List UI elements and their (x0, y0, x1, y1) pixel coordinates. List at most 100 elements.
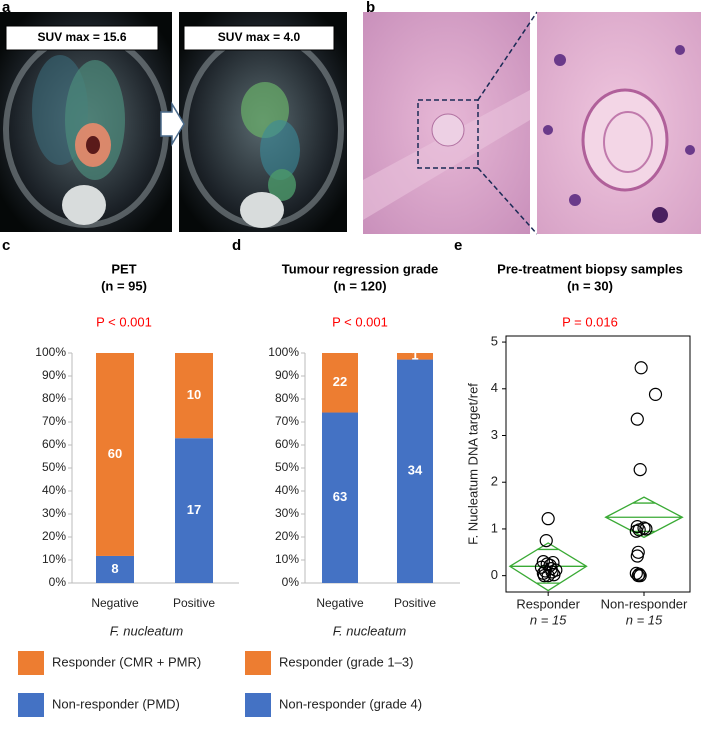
panel-label: c (2, 237, 10, 254)
y-tick-label: 50% (42, 460, 66, 474)
x-tick-label: Positive (173, 596, 215, 610)
p-value: P = 0.016 (562, 314, 618, 329)
data-point (632, 567, 646, 581)
data-point (539, 534, 553, 548)
chart-subtitle: (n = 120) (333, 278, 386, 293)
data-point (629, 524, 643, 538)
histology-image-low (363, 11, 538, 235)
p-value: P < 0.001 (96, 314, 152, 329)
y-tick-label: 4 (491, 380, 498, 395)
y-tick-label: 70% (42, 414, 66, 428)
bar-segment (175, 438, 213, 583)
mean-diamond (604, 496, 684, 539)
legend-label: Non-responder (PMD) (52, 696, 180, 711)
y-tick-label: 40% (42, 483, 66, 497)
legend-label: Responder (CMR + PMR) (52, 654, 201, 669)
x-tick-label: Negative (91, 596, 139, 610)
x-axis-label: F. nucleatum (110, 623, 184, 638)
value-label: 60 (108, 446, 122, 461)
legend-swatch (18, 693, 44, 717)
bar-segment (96, 353, 134, 556)
data-point (630, 549, 644, 563)
y-tick-label: 70% (275, 414, 299, 428)
x-tick-label: Positive (394, 596, 436, 610)
value-label: 1 (411, 348, 418, 363)
plot-frame (505, 335, 691, 593)
suv-caption: SUV max = 15.6 (37, 30, 126, 44)
x-tick-label: Responder (516, 596, 580, 611)
y-tick-label: 2 (491, 474, 498, 489)
histology-image-high (537, 12, 701, 234)
group-size: n = 15 (626, 612, 663, 627)
value-label: 22 (333, 374, 347, 389)
chart-title: Tumour regression grade (282, 261, 439, 276)
y-tick-label: 20% (42, 529, 66, 543)
value-label: 8 (111, 561, 118, 576)
y-tick-label: 60% (42, 437, 66, 451)
y-tick-label: 30% (275, 506, 299, 520)
value-label: 17 (187, 502, 201, 517)
bar-segment (322, 412, 358, 583)
value-label: 34 (408, 463, 423, 478)
bar-segment (175, 353, 213, 439)
data-point (537, 569, 551, 583)
legend-swatch (245, 693, 271, 717)
value-label: 10 (187, 387, 201, 402)
data-point (544, 562, 558, 576)
value-label: 63 (333, 489, 347, 504)
chart-title: Pre-treatment biopsy samples (497, 261, 683, 276)
y-tick-label: 30% (42, 506, 66, 520)
bar-segment (397, 353, 433, 360)
y-tick-label: 10% (42, 552, 66, 566)
bar-segment (322, 353, 358, 413)
panel-label: d (232, 237, 241, 254)
y-tick-label: 60% (275, 437, 299, 451)
y-tick-label: 20% (275, 529, 299, 543)
x-tick-label: Non-responder (601, 596, 688, 611)
y-axis-label: F. Nucleatum DNA target/ref (465, 383, 480, 545)
legend-label: Non-responder (grade 4) (279, 696, 422, 711)
chart-subtitle: (n = 95) (101, 278, 147, 293)
chart-title: PET (111, 261, 136, 276)
y-tick-label: 100% (35, 345, 66, 359)
y-tick-label: 80% (42, 391, 66, 405)
y-tick-label: 0% (49, 575, 67, 589)
y-tick-label: 0% (282, 575, 300, 589)
y-tick-label: 50% (275, 460, 299, 474)
caption-box (5, 25, 159, 51)
y-tick-label: 3 (491, 427, 498, 442)
legend-label: Responder (grade 1–3) (279, 654, 413, 669)
y-tick-label: 1 (491, 520, 498, 535)
data-point (639, 522, 653, 536)
panel-label: e (454, 237, 462, 254)
suv-caption: SUV max = 4.0 (218, 30, 301, 44)
x-axis-label: F. nucleatum (333, 623, 407, 638)
data-point (633, 569, 647, 583)
y-tick-label: 10% (275, 552, 299, 566)
panel-label: b (366, 0, 375, 16)
x-tick-label: Negative (316, 596, 364, 610)
p-value: P < 0.001 (332, 314, 388, 329)
data-point (633, 463, 647, 477)
legend-swatch (245, 651, 271, 675)
y-tick-label: 5 (491, 334, 498, 349)
y-tick-label: 0 (491, 567, 498, 582)
chart-subtitle: (n = 30) (567, 278, 613, 293)
y-tick-label: 90% (42, 368, 66, 382)
y-tick-label: 40% (275, 483, 299, 497)
data-point (547, 568, 561, 582)
caption-box (183, 25, 335, 51)
y-tick-label: 80% (275, 391, 299, 405)
arrow (160, 101, 185, 147)
group-size: n = 15 (530, 612, 567, 627)
y-tick-label: 90% (275, 368, 299, 382)
data-point (630, 412, 644, 426)
legend-swatch (18, 651, 44, 675)
data-point (648, 387, 663, 401)
data-point (634, 361, 648, 375)
y-tick-label: 100% (268, 345, 299, 359)
data-point (630, 519, 644, 534)
data-point (541, 512, 555, 526)
panel-label: a (2, 0, 11, 16)
